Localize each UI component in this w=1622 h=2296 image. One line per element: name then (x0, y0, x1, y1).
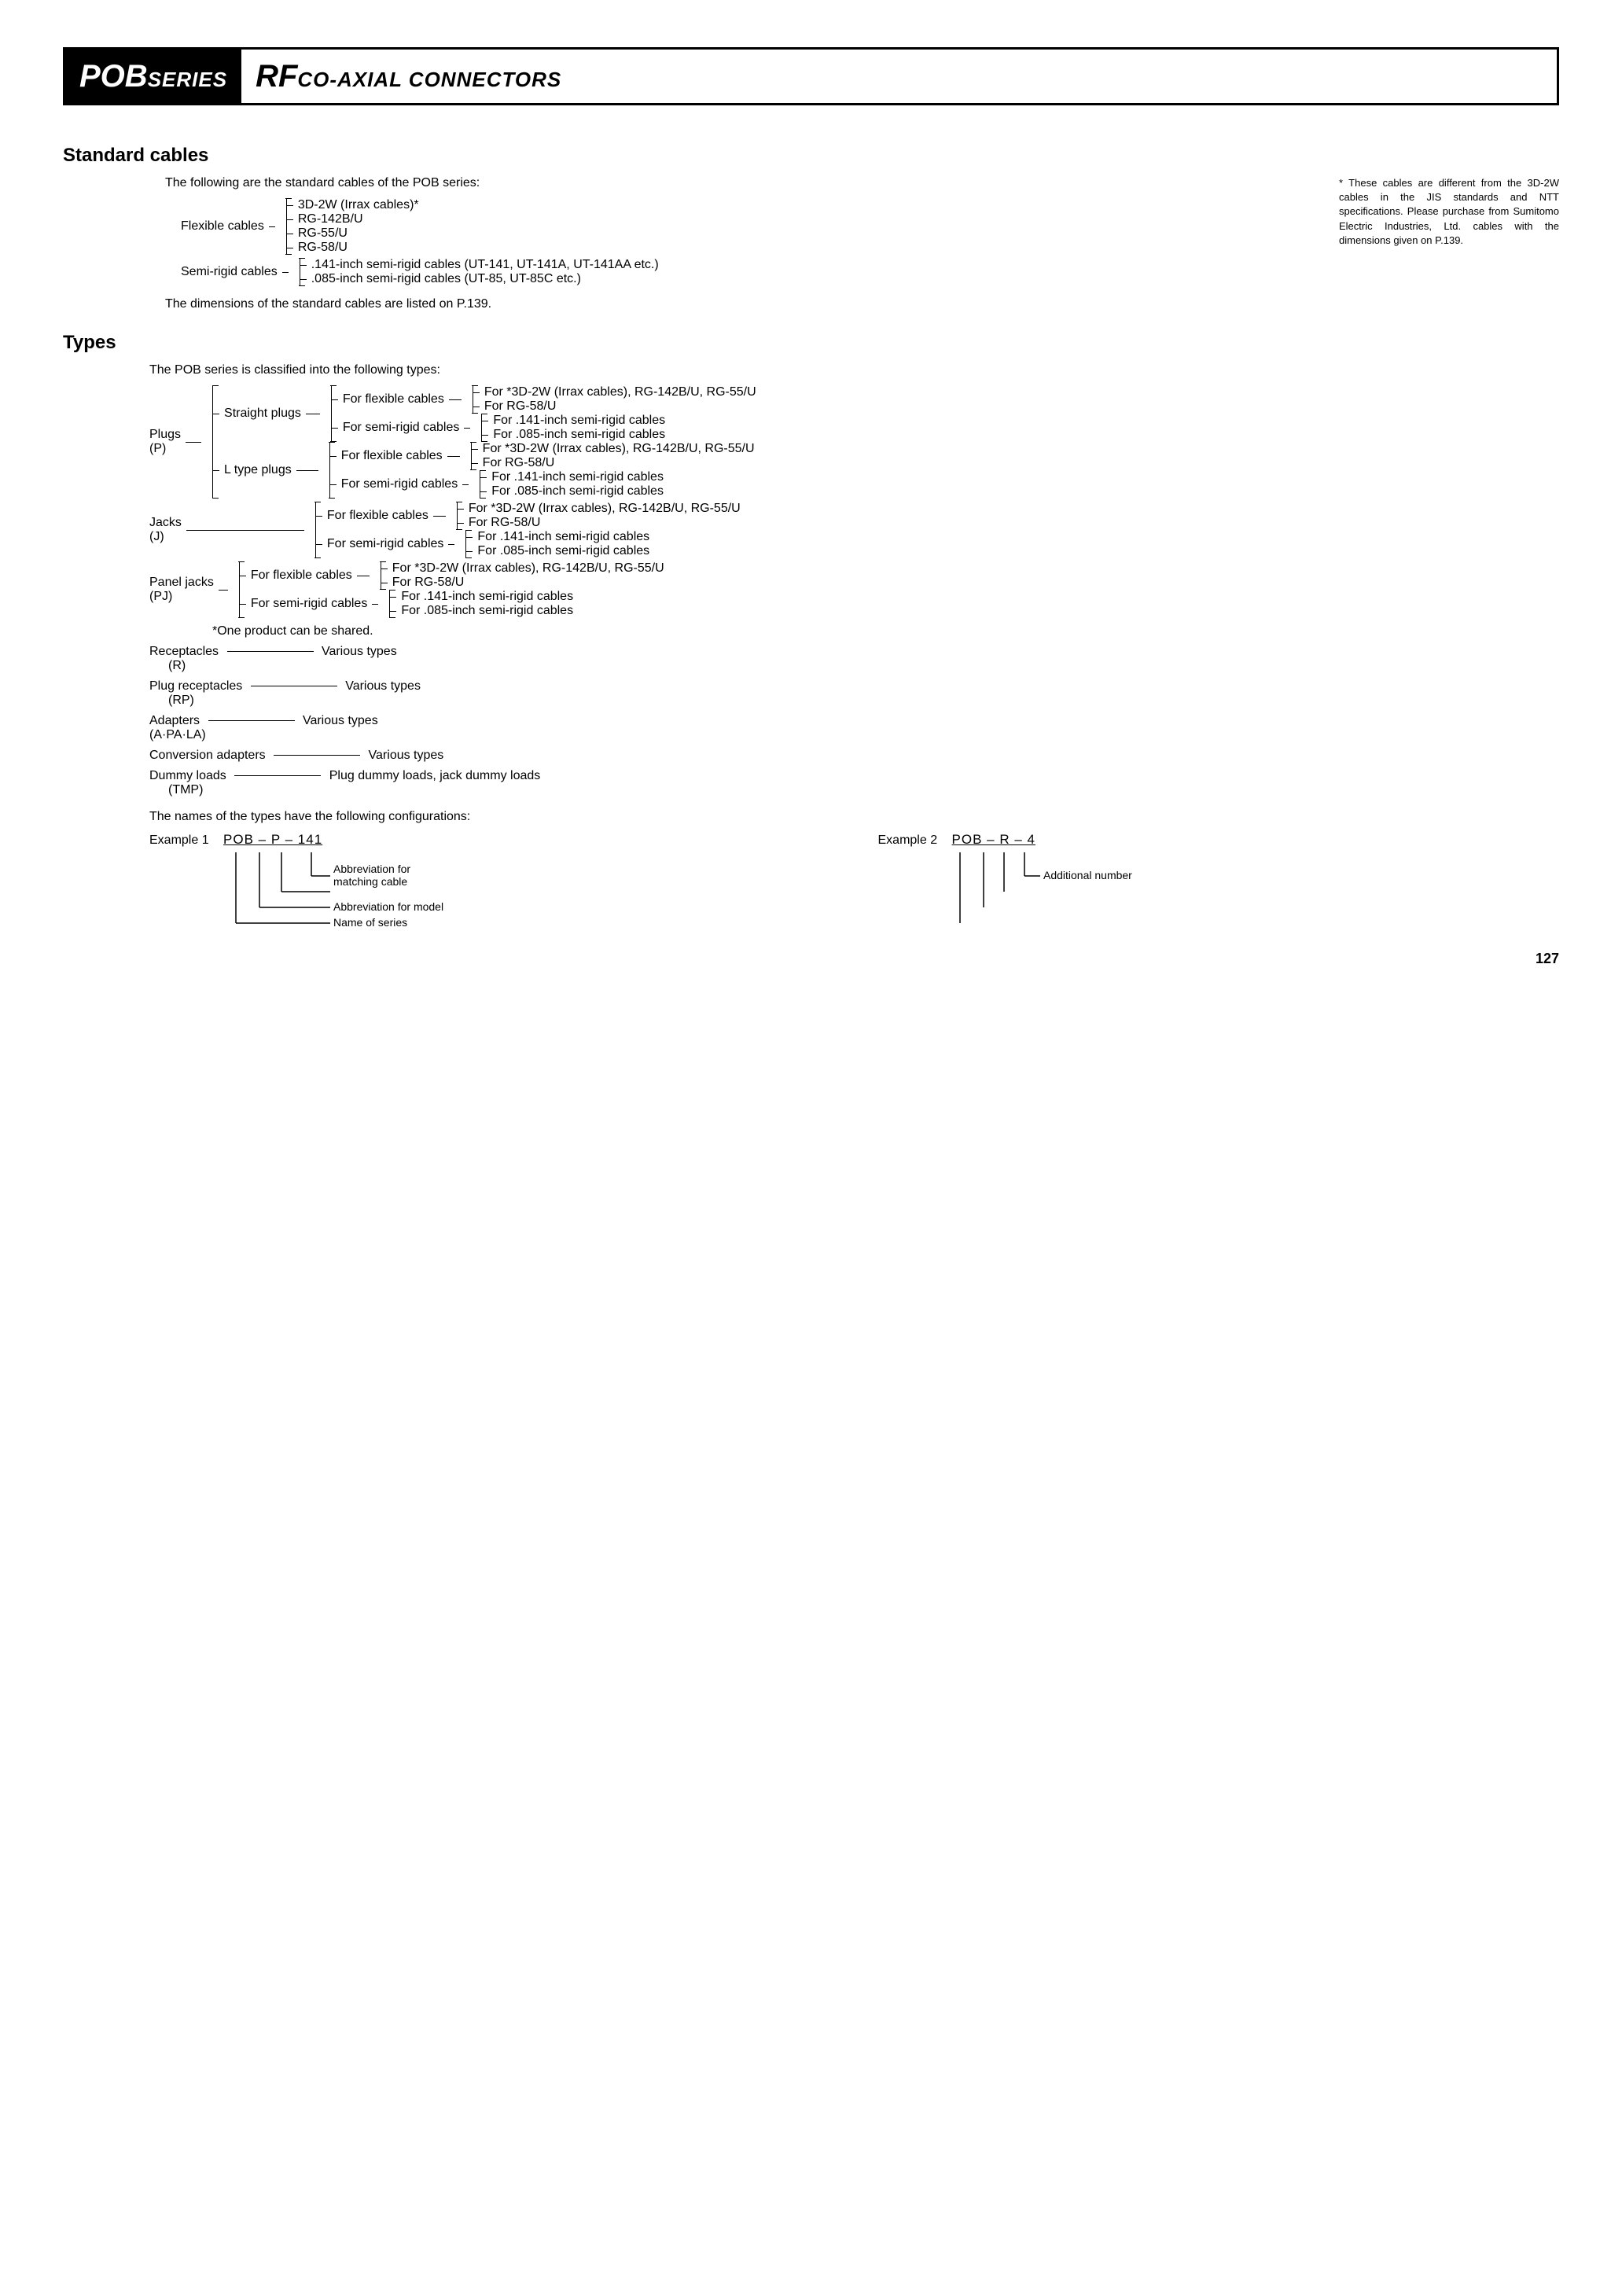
conversion-label: Conversion adapters (149, 749, 266, 763)
types-intro: The POB series is classified into the fo… (149, 363, 1559, 377)
receptacles-label: Receptacles (149, 645, 219, 659)
leaf-flex-a-2: For *3D-2W (Irrax cables), RG-142B/U, RG… (478, 442, 755, 456)
plugreceptacles-value: Various types (345, 679, 421, 693)
banner-right: RF CO-AXIAL CONNECTORS (241, 50, 1557, 103)
for-flexible-4: For flexible cables (251, 568, 352, 583)
flexible-item-1: RG-142B/U (293, 212, 419, 226)
semirigid-item-1: .085-inch semi-rigid cables (UT-85, UT-8… (307, 272, 659, 286)
receptacles-code: (R) (168, 659, 1559, 673)
footnote-3d2w: * These cables are different from the 3D… (1339, 176, 1559, 248)
leaf-semi-a-4: For .141-inch semi-rigid cables (396, 590, 573, 604)
conf-series-1: Name of series (333, 916, 407, 929)
plugs-label: Plugs (149, 428, 181, 442)
leaf-semi-a-3: For .141-inch semi-rigid cables (473, 530, 649, 544)
straight-plugs-label: Straight plugs (224, 407, 301, 421)
plugs-code: (P) (149, 442, 181, 456)
jacks-code: (J) (149, 530, 182, 544)
banner-left-big: POB (79, 50, 148, 103)
leaf-flex-b-1: For RG-58/U (480, 399, 756, 414)
plugreceptacles-code: (RP) (168, 694, 1559, 708)
dummy-value: Plug dummy loads, jack dummy loads (329, 769, 541, 782)
page-number: 127 (63, 951, 1559, 967)
flexible-item-3: RG-58/U (293, 241, 419, 255)
config-diagram-1: Abbreviation for matching cable Abbrevia… (149, 852, 432, 939)
conversion-value: Various types (369, 749, 444, 762)
ex2-label: Example 2 (878, 833, 938, 847)
config-intro: The names of the types have the followin… (149, 810, 1559, 824)
dummy-code: (TMP) (168, 783, 1559, 797)
flexible-item-0: 3D-2W (Irrax cables)* (293, 198, 419, 212)
conf-model-1: Abbreviation for model (333, 900, 443, 913)
receptacles-value: Various types (322, 645, 397, 658)
heading-standard-cables: Standard cables (63, 145, 1559, 167)
dummy-label: Dummy loads (149, 769, 226, 783)
ex1-label: Example 1 (149, 833, 209, 847)
flexible-cables-label: Flexible cables (181, 219, 264, 234)
for-semirigid-3: For semi-rigid cables (327, 537, 443, 551)
plugreceptacles-label: Plug receptacles (149, 679, 242, 694)
for-semirigid-2: For semi-rigid cables (341, 477, 458, 491)
leaf-flex-b-3: For RG-58/U (464, 516, 741, 530)
leaf-semi-b-4: For .085-inch semi-rigid cables (396, 604, 573, 618)
adapters-label: Adapters (149, 714, 200, 728)
conf-cable-1: Abbreviation for (333, 863, 410, 875)
ltype-plugs-label: L type plugs (224, 463, 292, 477)
title-banner: POB SERIES RF CO-AXIAL CONNECTORS (63, 47, 1559, 105)
for-flexible-2: For flexible cables (341, 449, 443, 463)
banner-left: POB SERIES (65, 50, 241, 103)
leaf-semi-a-1: For .141-inch semi-rigid cables (488, 414, 665, 428)
adapters-value: Various types (303, 714, 378, 727)
leaf-flex-a-4: For *3D-2W (Irrax cables), RG-142B/U, RG… (388, 561, 664, 576)
leaf-flex-b-2: For RG-58/U (478, 456, 755, 470)
leaf-flex-a-3: For *3D-2W (Irrax cables), RG-142B/U, RG… (464, 502, 741, 516)
ex1-code: POB – P – 141 (223, 832, 322, 848)
leaf-semi-a-2: For .141-inch semi-rigid cables (487, 470, 664, 484)
shared-note: *One product can be shared. (212, 624, 1559, 638)
for-flexible-3: For flexible cables (327, 509, 428, 523)
leaf-flex-b-4: For RG-58/U (388, 576, 664, 590)
leaf-semi-b-2: For .085-inch semi-rigid cables (487, 484, 664, 499)
jacks-label: Jacks (149, 516, 182, 530)
for-semirigid-1: For semi-rigid cables (343, 421, 459, 435)
semirigid-item-0: .141-inch semi-rigid cables (UT-141, UT-… (307, 258, 659, 272)
leaf-semi-b-3: For .085-inch semi-rigid cables (473, 544, 649, 558)
heading-types: Types (63, 332, 1559, 354)
for-semirigid-4: For semi-rigid cables (251, 597, 367, 611)
banner-left-small: SERIES (148, 68, 227, 92)
for-flexible-1: For flexible cables (343, 392, 444, 407)
panel-jacks-code: (PJ) (149, 590, 214, 604)
banner-right-small: CO-AXIAL CONNECTORS (297, 68, 561, 92)
banner-right-big: RF (256, 50, 297, 103)
conf-addnum-2: Additional number (1043, 869, 1132, 881)
dimensions-note: The dimensions of the standard cables ar… (165, 297, 1559, 311)
config-diagram-2: Additional number (878, 852, 1130, 939)
conf-cable-1b: matching cable (333, 875, 407, 888)
leaf-flex-a-1: For *3D-2W (Irrax cables), RG-142B/U, RG… (480, 385, 756, 399)
adapters-code: (A·PA·LA) (149, 728, 1559, 742)
ex2-code: POB – R – 4 (952, 832, 1035, 848)
semirigid-cables-label: Semi-rigid cables (181, 265, 278, 279)
flexible-item-2: RG-55/U (293, 226, 419, 241)
panel-jacks-label: Panel jacks (149, 576, 214, 590)
leaf-semi-b-1: For .085-inch semi-rigid cables (488, 428, 665, 442)
